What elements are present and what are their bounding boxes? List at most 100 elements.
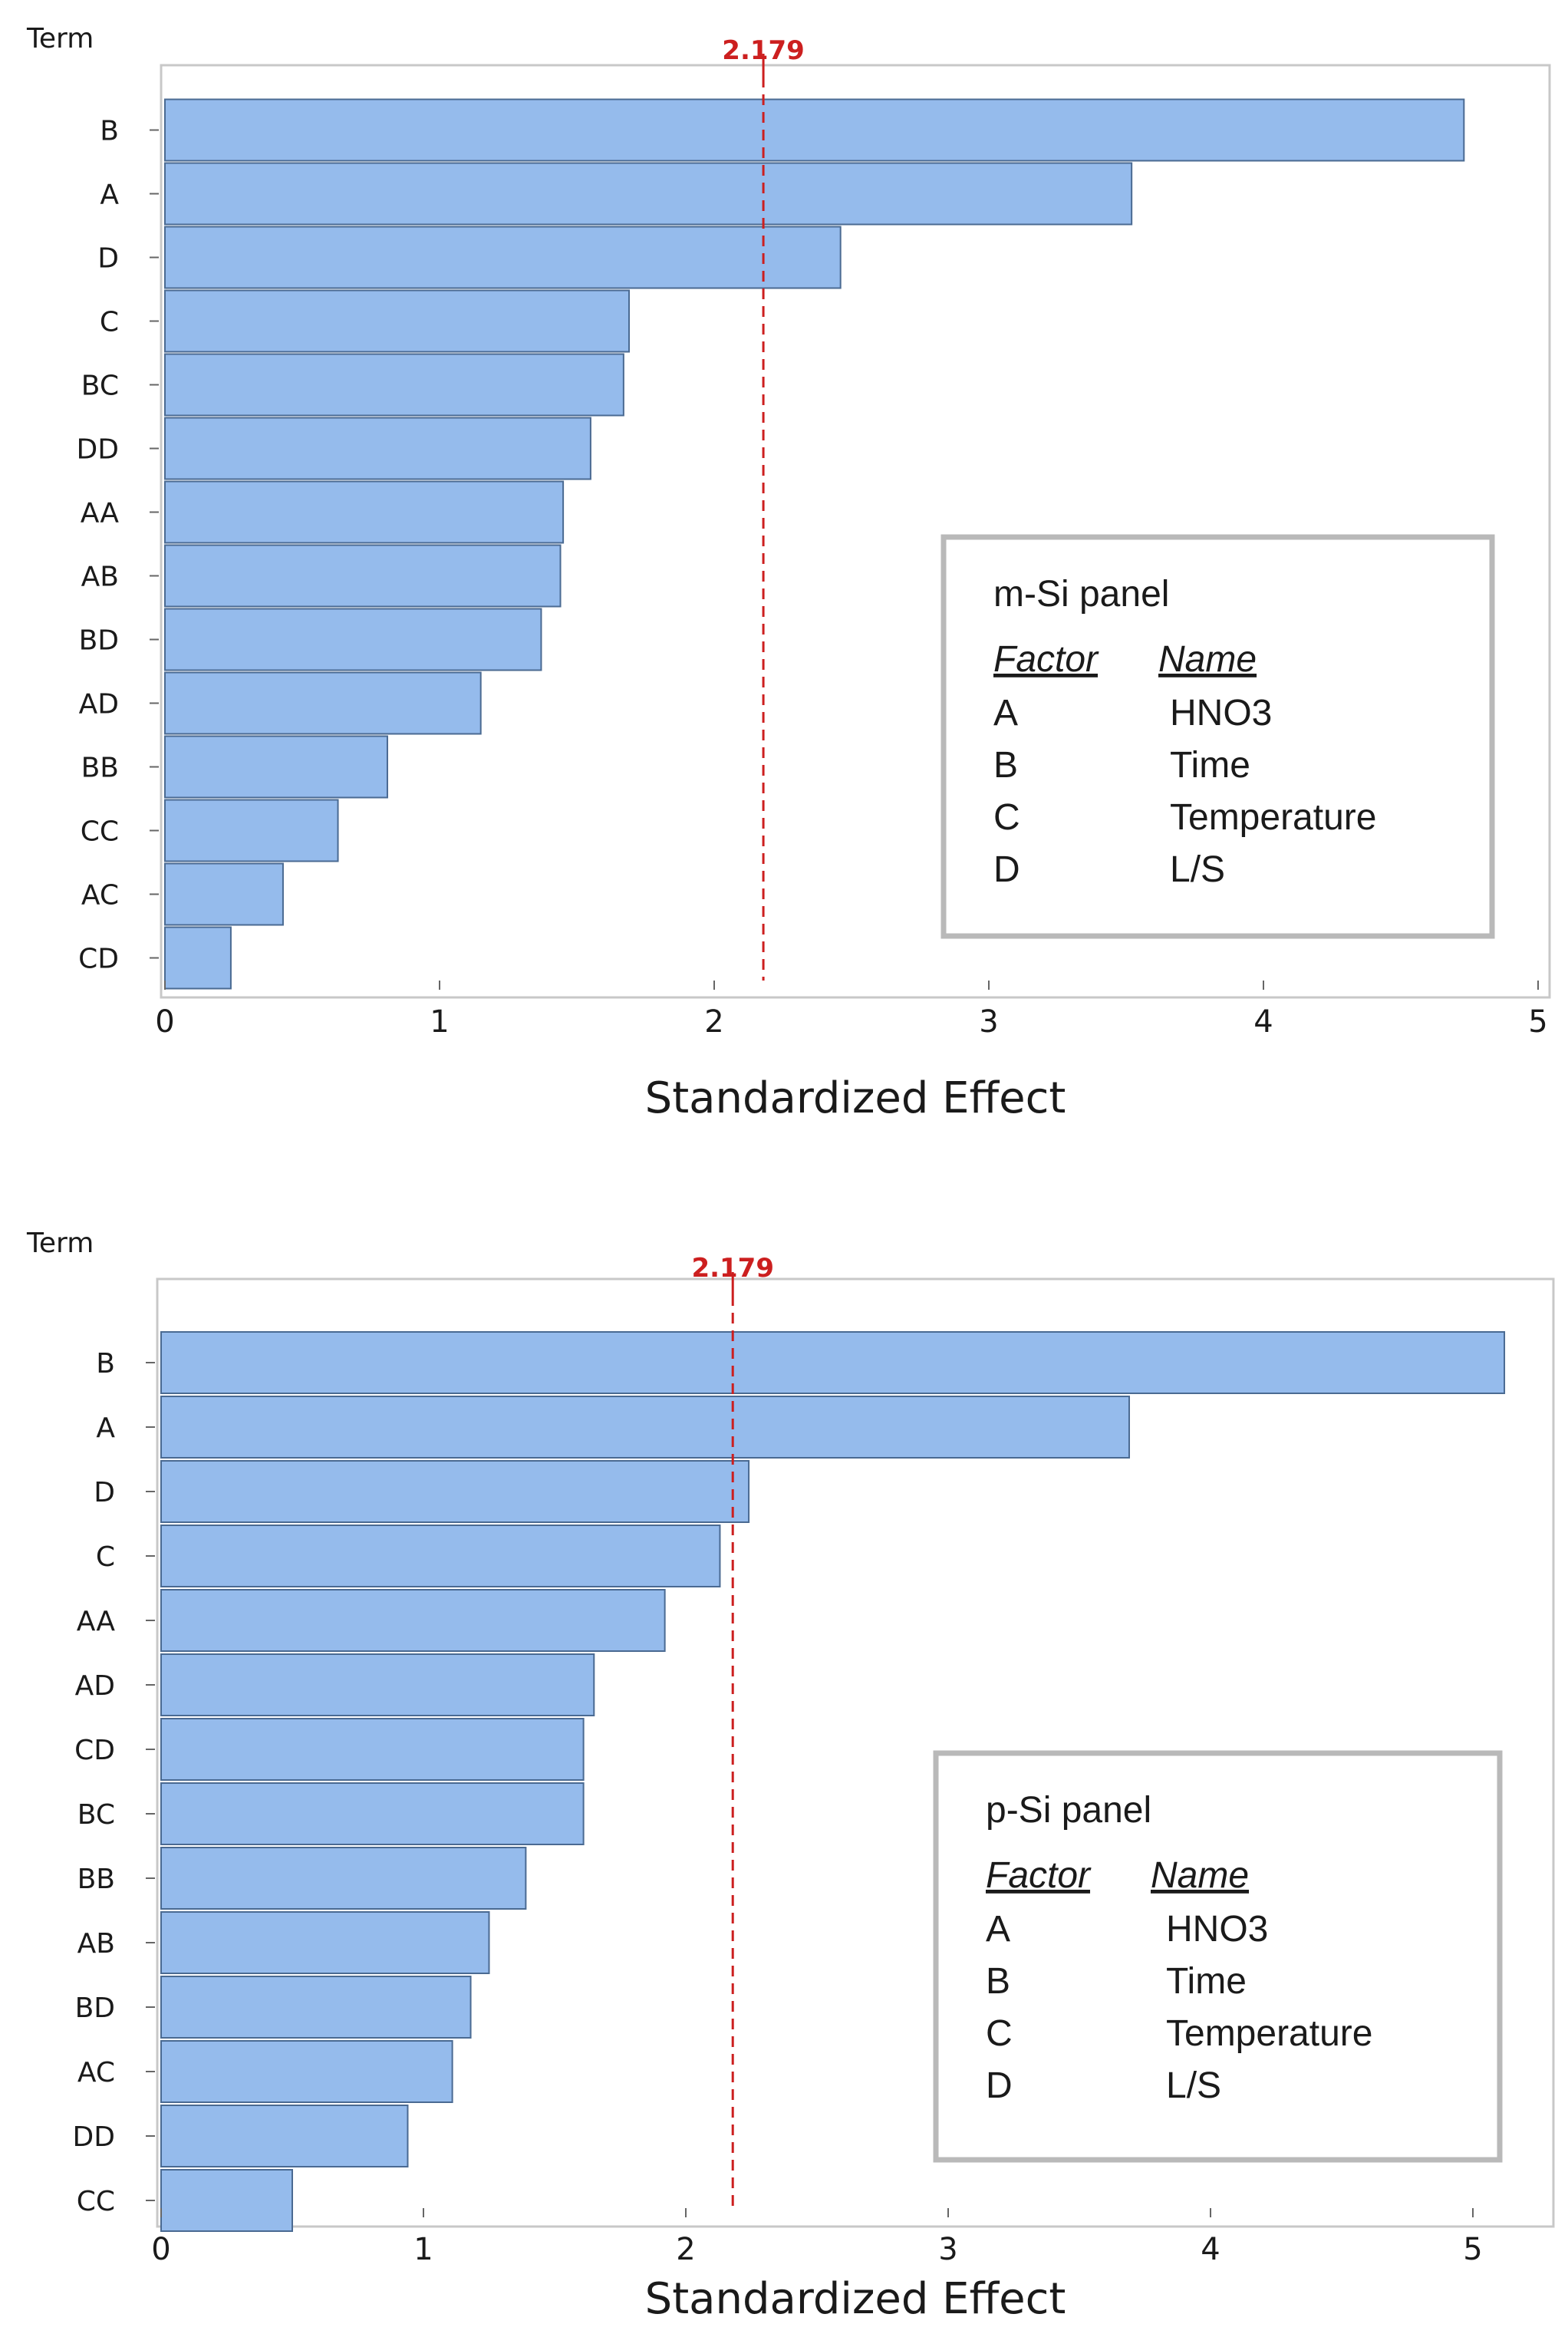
bar-dd [164,417,591,480]
legend-factor: A [993,693,1018,733]
bar-aa [164,480,565,544]
bar-bd [164,608,542,671]
legend-factor: C [993,797,1020,838]
legend-header-factor: Factor [986,1855,1092,1896]
reference-line-label: 2.179 [691,1253,774,1284]
bar-ad [164,671,482,735]
x-tick-label: 1 [430,1004,449,1040]
legend-factor: A [986,1909,1010,1950]
x-tick-label: 4 [1253,1004,1273,1040]
plot-frame [156,1277,1555,2228]
plot-frame [160,64,1551,999]
bar-d [160,1460,750,1523]
bar-d [164,226,842,289]
legend-factor: C [986,2013,1013,2054]
bar-a [160,1396,1130,1459]
x-tick-label: 2 [704,1004,723,1040]
term-axis-label: Term [26,1228,94,1259]
bar-ab [160,1911,490,1974]
term-label-b: B [100,116,119,147]
legend-box [933,1750,1503,2163]
x-axis-title: Standardized Effect [645,1073,1066,1123]
term-label-bd: BD [75,1993,115,2024]
reference-line-label: 2.179 [722,35,805,66]
bar-cc [160,2169,293,2232]
bar-c [164,289,631,353]
bar-aa [160,1589,666,1652]
term-label-d: D [97,243,119,275]
term-label-bd: BD [79,625,119,657]
term-label-ad: AD [79,689,119,720]
bar-ad [160,1653,595,1716]
bar-c [160,1525,721,1587]
bar-bc [164,353,624,417]
x-tick-label: 3 [938,2232,957,2267]
legend-factor: B [993,745,1018,786]
term-label-ab: AB [81,562,119,593]
x-tick-label: 2 [676,2232,695,2267]
term-label-dd: DD [77,434,119,466]
bar-bc [160,1782,585,1845]
legend-factor-name: Temperature [1170,797,1376,838]
legend-header-name: Name [1158,639,1257,680]
x-tick-label: 3 [979,1004,998,1040]
legend-factor: D [993,849,1020,890]
term-label-bb: BB [81,753,119,784]
bar-bd [160,1976,472,2039]
term-label-c: C [100,307,119,338]
term-label-d: D [94,1477,115,1508]
legend-factor-name: Time [1166,1961,1247,2002]
legend-factor: D [986,2065,1013,2106]
bar-cc [164,799,339,862]
legend-factor-name: HNO3 [1170,693,1272,733]
term-label-aa: AA [77,1606,116,1637]
x-axis-title: Standardized Effect [645,2274,1066,2324]
x-tick-label: 5 [1463,2232,1482,2267]
legend-title: m-Si panel [993,574,1169,615]
term-label-a: A [100,180,119,211]
bar-a [164,162,1133,226]
x-tick-label: 0 [155,1004,174,1040]
bar-dd [160,2105,409,2167]
legend-header-factor: Factor [993,639,1099,680]
term-label-cd: CD [78,944,119,975]
legend-factor-name: HNO3 [1166,1909,1268,1950]
term-label-cd: CD [74,1735,115,1766]
x-tick-label: 4 [1201,2232,1220,2267]
term-axis-label: Term [26,23,94,54]
bar-b [160,1331,1506,1394]
term-label-cc: CC [77,2186,115,2217]
bar-b [164,98,1465,162]
x-tick-label: 5 [1528,1004,1547,1040]
legend-factor-name: Temperature [1166,2013,1372,2054]
bar-bb [164,735,388,799]
term-label-dd: DD [73,2121,115,2153]
term-label-ab: AB [77,1928,115,1960]
term-label-b: B [96,1348,115,1380]
term-label-bc: BC [81,371,119,402]
term-label-bb: BB [77,1864,115,1895]
bar-ac [164,862,284,926]
legend-box [940,534,1495,939]
legend-title: p-Si panel [986,1790,1151,1831]
term-label-c: C [96,1541,115,1573]
term-label-cc: CC [81,816,119,848]
bar-ab [164,544,562,608]
term-label-ac: AC [81,880,119,911]
legend-factor: B [986,1961,1010,2002]
x-tick-label: 0 [151,2232,170,2267]
term-label-ad: AD [75,1670,115,1702]
term-label-ac: AC [77,2057,115,2088]
bar-bb [160,1847,527,1910]
term-label-bc: BC [77,1799,115,1831]
legend-factor-name: Time [1170,745,1250,786]
legend-factor-name: L/S [1170,849,1225,890]
legend-factor-name: L/S [1166,2065,1221,2106]
term-label-aa: AA [81,498,120,529]
legend-header-name: Name [1151,1855,1249,1896]
bar-cd [160,1718,585,1781]
term-label-a: A [96,1412,115,1444]
x-tick-label: 1 [413,2232,433,2267]
